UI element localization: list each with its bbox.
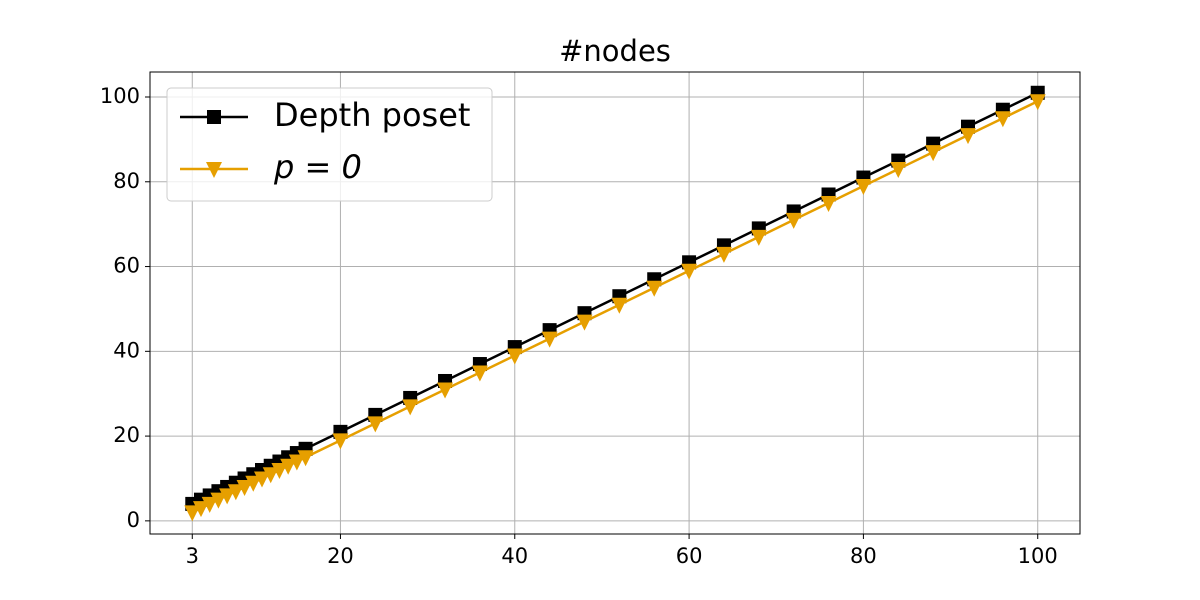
x-tick-label: 100 [1018, 544, 1058, 568]
marker [192, 501, 209, 518]
x-tick-label: 3 [186, 544, 199, 568]
marker [184, 505, 201, 522]
chart-title: #nodes [559, 34, 671, 68]
marker [925, 145, 942, 162]
y-tick-label: 20 [113, 423, 140, 447]
marker [297, 450, 314, 467]
marker [210, 492, 227, 509]
marker [207, 110, 221, 124]
marker [367, 416, 384, 433]
marker [437, 382, 454, 399]
plot-frame [149, 71, 1081, 535]
x-tick-label: 40 [501, 544, 528, 568]
marker [994, 111, 1011, 128]
marker [959, 128, 976, 145]
marker [236, 479, 253, 496]
marker [288, 454, 305, 471]
marker [855, 179, 872, 196]
marker [820, 195, 837, 212]
marker [1029, 94, 1046, 111]
marker [576, 314, 593, 331]
y-tick-label: 40 [113, 338, 140, 362]
x-tick-label: 60 [676, 544, 703, 568]
marker [471, 365, 488, 382]
marker [611, 297, 628, 314]
legend-label: Depth poset [274, 96, 470, 134]
legend-frame [166, 87, 493, 202]
marker [890, 162, 907, 179]
marker [785, 212, 802, 229]
marker [506, 348, 523, 365]
marker [280, 458, 297, 475]
marker [206, 162, 222, 178]
marker [262, 467, 279, 484]
y-tick-label: 60 [113, 254, 140, 278]
legend-label: p = 0 [273, 148, 362, 186]
marker [201, 496, 218, 513]
x-tick-label: 80 [850, 544, 877, 568]
marker [227, 484, 244, 501]
y-tick-label: 0 [127, 508, 140, 532]
series [184, 94, 1046, 522]
marker [715, 246, 732, 263]
marker [271, 462, 288, 479]
marker [750, 229, 767, 246]
y-tick-label: 100 [100, 84, 140, 108]
marker [332, 433, 349, 450]
marker [402, 399, 419, 416]
marker [646, 280, 663, 297]
legend: Depth poset p = 0 [166, 87, 493, 202]
marker [681, 263, 698, 280]
y-tick-label: 80 [113, 169, 140, 193]
marker [254, 471, 271, 488]
marker [245, 475, 262, 492]
marker [541, 331, 558, 348]
x-tick-label: 20 [327, 544, 354, 568]
marker [219, 488, 236, 505]
